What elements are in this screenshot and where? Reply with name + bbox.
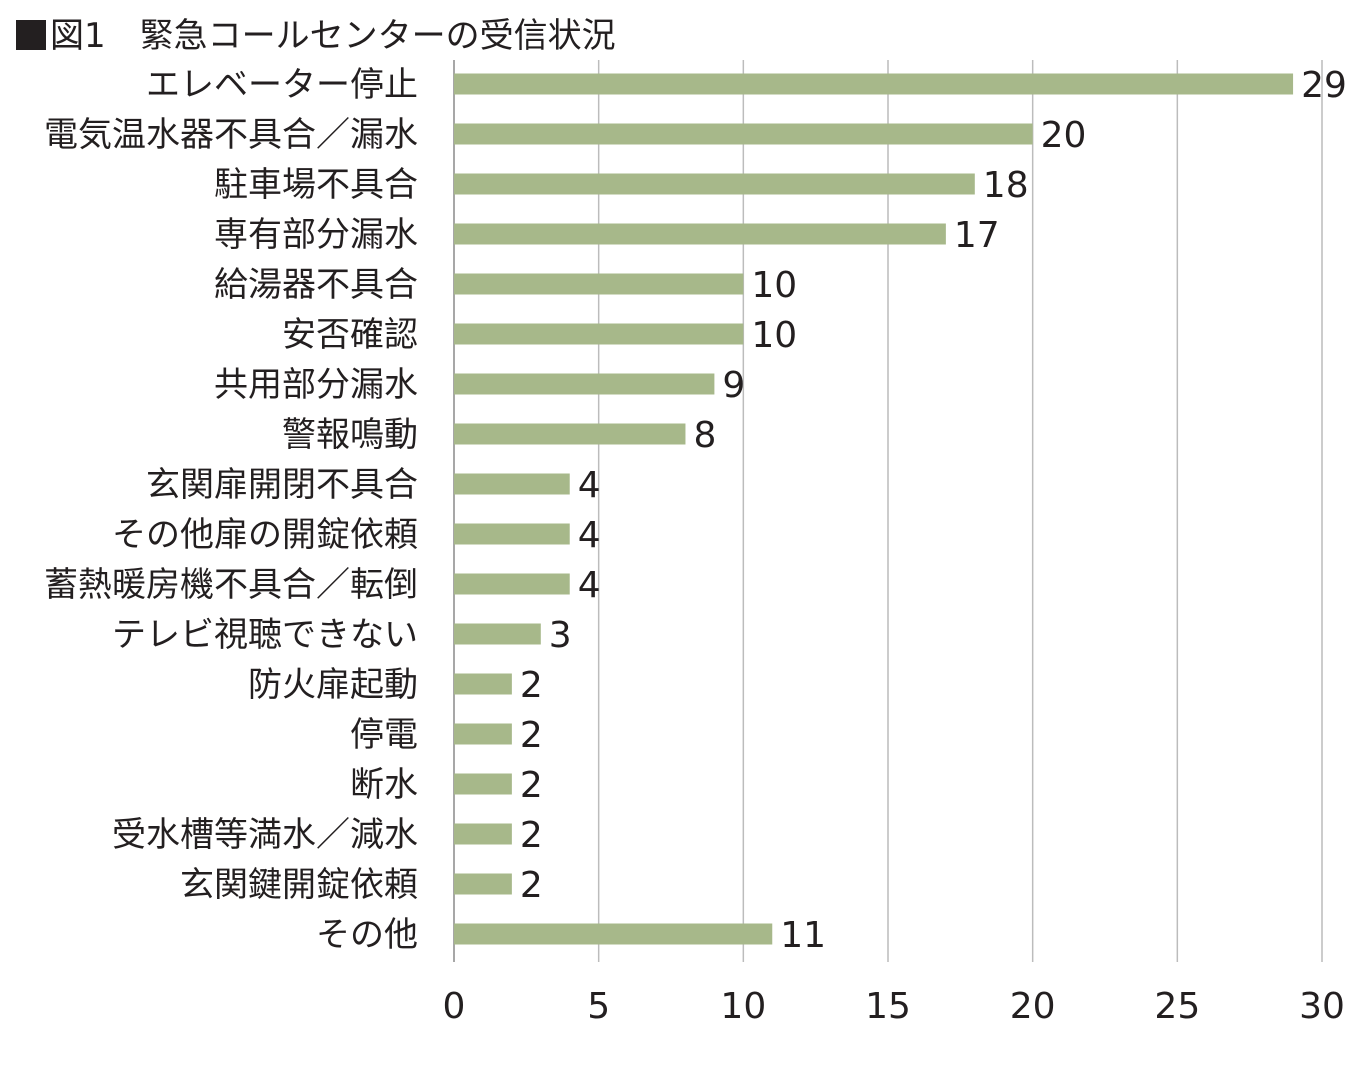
x-tick-label-30: 30	[1299, 986, 1345, 1027]
x-tick-label-15: 15	[865, 986, 911, 1027]
data-label-0: 29	[1301, 65, 1347, 106]
bar-11	[454, 623, 541, 645]
chart-title: 図1 緊急コールセンターの受信状況	[16, 10, 616, 62]
title-marker-square	[16, 20, 46, 50]
bar-9	[454, 523, 570, 545]
x-tick-label-5: 5	[587, 986, 610, 1027]
data-label-11: 3	[549, 615, 572, 656]
bar-2	[454, 173, 975, 195]
bar-6	[454, 373, 715, 395]
data-label-2: 18	[983, 165, 1029, 206]
category-label-0: エレベーター停止	[146, 65, 418, 105]
data-label-12: 2	[520, 665, 543, 706]
category-label-4: 給湯器不具合	[214, 265, 418, 305]
data-label-16: 2	[520, 865, 543, 906]
category-label-14: 断水	[350, 765, 418, 805]
data-label-5: 10	[751, 315, 797, 356]
bar-12	[454, 673, 512, 695]
category-label-3: 専有部分漏水	[214, 215, 418, 255]
category-label-7: 警報鳴動	[282, 415, 418, 455]
category-label-6: 共用部分漏水	[214, 365, 418, 405]
bar-10	[454, 573, 570, 595]
data-label-3: 17	[954, 215, 1000, 256]
category-label-13: 停電	[350, 715, 418, 755]
data-label-13: 2	[520, 715, 543, 756]
bar-16	[454, 873, 512, 895]
gridlines	[453, 60, 1323, 962]
category-label-11: テレビ視聴できない	[112, 615, 418, 655]
bar-7	[454, 423, 686, 445]
category-label-5: 安否確認	[282, 315, 418, 355]
category-label-10: 蓄熱暖房機不具合／転倒	[44, 565, 418, 605]
data-label-6: 9	[722, 365, 745, 406]
bar-1	[454, 123, 1033, 145]
data-label-17: 11	[780, 915, 826, 956]
bar-17	[454, 923, 773, 945]
bar-15	[454, 823, 512, 845]
category-label-15: 受水槽等満水／減水	[112, 815, 418, 855]
data-label-1: 20	[1041, 115, 1087, 156]
data-label-7: 8	[693, 415, 716, 456]
bar-14	[454, 773, 512, 795]
x-tick-label-20: 20	[1010, 986, 1056, 1027]
category-label-17: その他	[316, 915, 418, 955]
category-label-1: 電気温水器不具合／漏水	[44, 115, 418, 155]
bar-3	[454, 223, 946, 245]
x-tick-label-0: 0	[443, 986, 466, 1027]
bars	[454, 73, 1294, 945]
bar-13	[454, 723, 512, 745]
category-label-9: その他扉の開錠依頼	[112, 515, 418, 555]
data-label-14: 2	[520, 765, 543, 806]
category-label-8: 玄関扉開閉不具合	[146, 465, 418, 505]
category-label-2: 駐車場不具合	[214, 165, 418, 205]
data-label-4: 10	[751, 265, 797, 306]
data-label-8: 4	[578, 465, 601, 506]
bar-4	[454, 273, 744, 295]
category-label-12: 防火扉起動	[248, 665, 418, 705]
bar-8	[454, 473, 570, 495]
bar-5	[454, 323, 744, 345]
bar-0	[454, 73, 1294, 95]
data-label-10: 4	[578, 565, 601, 606]
chart-title-text: 図1 緊急コールセンターの受信状況	[50, 16, 616, 56]
category-label-16: 玄関鍵開錠依頼	[180, 865, 418, 905]
x-tick-label-10: 10	[720, 986, 766, 1027]
x-tick-label-25: 25	[1154, 986, 1200, 1027]
data-label-15: 2	[520, 815, 543, 856]
data-label-9: 4	[578, 515, 601, 556]
